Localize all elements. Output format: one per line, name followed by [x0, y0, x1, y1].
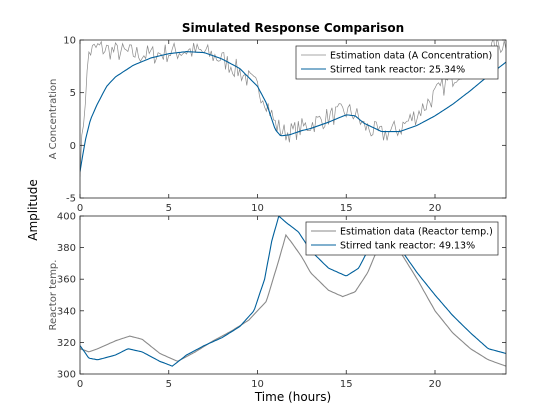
y-tick-label: 10 [63, 36, 76, 47]
y-tick-label: 5 [70, 88, 76, 99]
series-group [80, 40, 506, 177]
legend-entry: Estimation data (A Concentration) [330, 51, 492, 62]
y-tick-label: 340 [57, 306, 76, 317]
x-tick-label: 15 [340, 203, 353, 214]
y-tick-label: 400 [57, 212, 76, 223]
legend-entry: Stirred tank reactor: 25.34% [330, 65, 465, 76]
series-line-estimation [80, 40, 506, 177]
shared-x-label: Time (hours) [254, 390, 331, 404]
y-tick-label: 320 [57, 338, 76, 349]
chart-title: Simulated Response Comparison [182, 21, 404, 35]
series-line-estimation [80, 233, 506, 367]
x-tick-label: 10 [251, 379, 264, 390]
y-tick-label: 300 [57, 370, 76, 381]
x-tick-label: 0 [77, 379, 83, 390]
legend: Estimation data (Reactor temp.) Stirred t… [305, 221, 499, 256]
legend: Estimation data (A Concentration) Stirred… [295, 45, 499, 80]
series-group [80, 216, 506, 367]
bottom-axes: 0 5 10 15 20 300 320 340 360 380 400 Reactor temp. E… [48, 212, 507, 390]
legend-box [295, 45, 499, 80]
axes-frame [79, 215, 507, 375]
x-tick-label: 15 [340, 379, 353, 390]
x-tick-label: 10 [251, 203, 264, 214]
x-tick-label: 0 [77, 203, 83, 214]
y-tick-label: -5 [66, 194, 76, 205]
series-line-model [80, 51, 506, 172]
shared-y-label: Amplitude [26, 179, 40, 241]
series-line-model [80, 216, 506, 367]
legend-entry: Stirred tank reactor: 49.13% [340, 241, 475, 252]
x-tick-label: 20 [429, 203, 442, 214]
y-tick-label: 360 [57, 275, 76, 286]
x-tick-label: 20 [429, 379, 442, 390]
x-tick-label: 5 [166, 203, 172, 214]
y-tick-label: 0 [70, 141, 76, 152]
axes-frame [79, 39, 507, 199]
legend-entry: Estimation data (Reactor temp.) [340, 227, 493, 238]
legend-box [305, 221, 499, 256]
y-tick-label: 380 [57, 243, 76, 254]
y-axis-label: Reactor temp. [48, 260, 59, 331]
y-axis-label: A Concentration [48, 79, 59, 160]
x-tick-label: 5 [166, 379, 172, 390]
